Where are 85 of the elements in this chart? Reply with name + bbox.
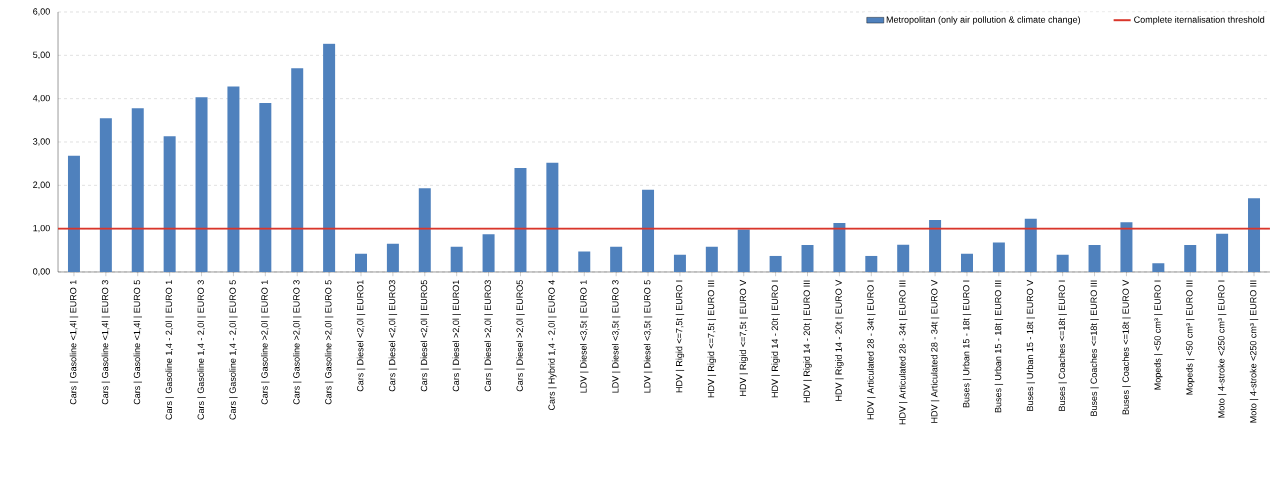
- legend-label: Complete iternalisation threshold: [1134, 16, 1265, 25]
- x-tick-label: HDV | Rigid <=7,5t | EURO V: [739, 279, 748, 396]
- y-tick-label: 3,00: [33, 138, 50, 146]
- x-tick-label: Cars | Gasoline >2,0l | EURO 5: [324, 280, 334, 405]
- x-tick-label: Buses | Urban 15 - 18t | EURO I: [962, 280, 972, 408]
- x-tick-label: Buses | Coaches <=18t | EURO V: [1122, 279, 1131, 415]
- x-tick-label: Buses | Coaches <=18t | EURO I: [1058, 280, 1067, 411]
- y-tick-label: 1,00: [33, 224, 50, 233]
- bar: [801, 245, 814, 272]
- bar: [67, 155, 80, 272]
- x-tick-label: HDV | Articulated 28 - 34t | EURO III: [898, 280, 908, 425]
- bar: [259, 102, 272, 272]
- x-tick-label: Cars | Gasoline 1,4 - 2,0l | EURO 1: [165, 280, 174, 420]
- x-tick-label: Cars | Diesel >2,0l | EURO1: [452, 280, 461, 392]
- bar: [99, 118, 112, 272]
- bar: [1152, 263, 1165, 272]
- bar: [131, 108, 144, 272]
- x-tick-label: Moto | 4-stroke <250 cm³ | EURO III: [1249, 280, 1259, 423]
- y-tick-label: 4,00: [32, 94, 50, 103]
- bar: [992, 242, 1005, 272]
- bar: [737, 229, 750, 272]
- bar: [291, 68, 304, 272]
- bar: [355, 253, 367, 272]
- bar: [195, 97, 208, 272]
- bar: [163, 136, 176, 272]
- bar: [1248, 198, 1261, 272]
- bar: [642, 189, 655, 272]
- bar: [1120, 222, 1133, 272]
- bar: [897, 244, 910, 272]
- legend-label: Metropolitan (only air pollution & climate change): [886, 16, 1081, 25]
- x-tick-label: Mopeds | <50 cm³ | EURO I: [1154, 280, 1163, 390]
- bar: [673, 254, 686, 272]
- x-tick-label: Cars | Diesel >2,0l | EURO5: [516, 280, 525, 392]
- x-tick-label: Cars | Gasoline <1,4l | EURO 5: [133, 280, 142, 405]
- x-tick-label: Moto | 4-stroke <250 cm³ | EURO I: [1217, 280, 1227, 418]
- bar: [1056, 254, 1069, 272]
- bar: [1088, 245, 1101, 272]
- bar: [1184, 245, 1197, 272]
- bar: [769, 255, 782, 272]
- bar: [418, 188, 431, 272]
- bar: [482, 234, 495, 272]
- bar: [865, 255, 878, 272]
- x-tick-label: HDV | Rigid 14 - 20t | EURO V: [835, 279, 844, 401]
- x-tick-label: HDV | Rigid <=7,5t | EURO III: [707, 280, 717, 398]
- bar: [833, 223, 846, 272]
- x-tick-label: Cars | Diesel <2,0l | EURO1: [356, 280, 366, 392]
- bar: [705, 246, 718, 272]
- bar: [929, 219, 942, 272]
- x-tick-label: Cars | Diesel <2,0l | EURO3: [388, 280, 398, 392]
- x-tick-label: HDV | Rigid 14 - 20t | EURO III: [803, 280, 812, 403]
- y-tick-label: 0,00: [33, 268, 50, 276]
- x-tick-label: LDV | Diesel <3,5t | EURO 5: [643, 280, 653, 393]
- bar: [386, 243, 399, 272]
- x-tick-label: Cars | Gasoline 1,4 - 2,0l | EURO 5: [229, 280, 238, 420]
- x-tick-label: Cars | Gasoline <1,4l | EURO 3: [101, 280, 111, 405]
- x-tick-label: HDV | Rigid 14 - 20t | EURO I: [771, 280, 780, 398]
- bar: [323, 43, 336, 272]
- x-tick-label: Cars | Hybrid 1,4 - 2,0l | EURO 4: [548, 280, 557, 411]
- x-tick-label: Cars | Gasoline 1,4 - 2,0l | EURO 3: [197, 280, 206, 420]
- bar: [1024, 218, 1037, 272]
- x-tick-label: Buses | Urban 15 - 18t | EURO V: [1026, 279, 1035, 411]
- bar: [1216, 233, 1229, 272]
- bar: [610, 246, 623, 272]
- y-tick-label: 6,00: [33, 8, 50, 16]
- x-tick-label: Cars | Gasoline >2,0l | EURO 1: [261, 280, 270, 405]
- x-tick-label: HDV | Rigid <=7,5t | EURO I: [675, 280, 685, 393]
- bar: [514, 167, 527, 272]
- x-tick-label: Cars | Diesel <2,0l | EURO5: [420, 280, 430, 392]
- x-tick-label: HDV | Articulated 28 - 34t | EURO I: [867, 280, 876, 420]
- x-tick-label: Cars | Gasoline <1,4l | EURO 1: [69, 280, 79, 405]
- x-tick-label: Cars | Diesel >2,0l | EURO3: [484, 280, 493, 392]
- x-tick-label: Buses | Coaches <=18t | EURO III: [1090, 280, 1099, 416]
- x-tick-label: Mopeds | <50 cm³ | EURO III: [1186, 280, 1195, 395]
- y-tick-label: 2,00: [33, 181, 50, 190]
- x-tick-label: Buses | Urban 15 - 18t | EURO III: [994, 280, 1004, 413]
- bar: [450, 246, 463, 272]
- bar: [227, 86, 240, 272]
- bar: [960, 253, 973, 272]
- x-tick-label: HDV | Articulated 28 - 34t | EURO V: [930, 279, 940, 423]
- x-tick-label: LDV | Diesel <3,5t | EURO 1: [580, 280, 589, 393]
- x-tick-label: Cars | Gasoline >2,0l | EURO 3: [293, 280, 302, 405]
- bar: [578, 251, 591, 272]
- bar: [546, 162, 559, 272]
- x-tick-label: LDV | Diesel <3,5t | EURO 3: [611, 280, 621, 393]
- y-tick-label: 5,00: [33, 51, 50, 60]
